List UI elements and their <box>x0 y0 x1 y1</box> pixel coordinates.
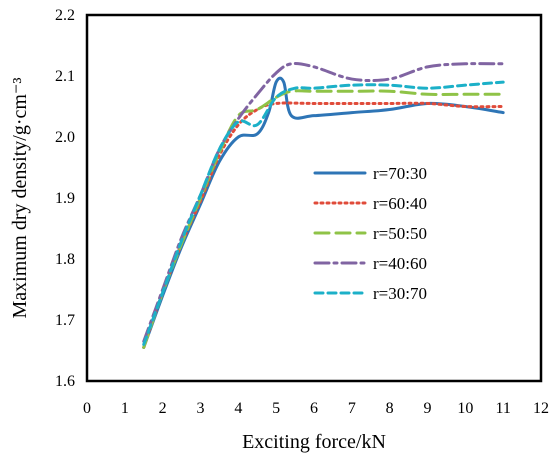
y-tick-label: 1.8 <box>55 251 75 268</box>
x-tick-label: 8 <box>386 400 394 417</box>
x-tick-label: 9 <box>424 400 432 417</box>
x-tick-label: 4 <box>234 400 242 417</box>
y-tick-label: 1.7 <box>55 312 75 329</box>
plot-frame <box>85 13 543 383</box>
y-tick-label: 1.6 <box>55 373 75 390</box>
series-line-4 <box>142 80 505 346</box>
legend-label-0: r=70:30 <box>373 164 427 183</box>
y-axis-title: Maximum dry density/g·cm⁻³ <box>9 78 31 319</box>
y-tick-labels: 1.6 1.7 1.8 1.9 2.0 2.1 2.2 <box>55 7 75 390</box>
series-line-2 <box>142 89 505 349</box>
x-tick-label: 10 <box>457 400 473 417</box>
x-tick-label: 1 <box>121 400 129 417</box>
y-tick-label: 1.9 <box>55 190 75 207</box>
series-line-1 <box>142 101 505 349</box>
legend-label-3: r=40:60 <box>373 254 427 273</box>
x-tick-label: 6 <box>310 400 318 417</box>
legend: r=70:30 r=60:40 r=50:50 r=40:60 r=30:70 <box>313 164 427 303</box>
x-tick-label: 12 <box>533 400 549 417</box>
y-tick-label: 2.1 <box>55 68 75 85</box>
y-tick-label: 2.2 <box>55 7 75 24</box>
x-tick-label: 2 <box>159 400 167 417</box>
legend-label-2: r=50:50 <box>373 224 427 243</box>
x-tick-labels: 0 1 2 3 4 5 6 7 8 9 10 11 12 <box>83 400 549 417</box>
x-tick-label: 7 <box>348 400 356 417</box>
plot-lines <box>142 61 505 349</box>
x-tick-label: 11 <box>495 400 510 417</box>
x-tick-label: 3 <box>197 400 205 417</box>
legend-label-4: r=30:70 <box>373 284 427 303</box>
x-tick-label: 5 <box>272 400 280 417</box>
legend-label-1: r=60:40 <box>373 194 427 213</box>
x-tick-label: 0 <box>83 400 91 417</box>
x-axis-title: Exciting force/kN <box>242 431 386 453</box>
series-line-0 <box>142 76 505 349</box>
y-tick-label: 2.0 <box>55 129 75 146</box>
series-line-3 <box>142 61 505 343</box>
